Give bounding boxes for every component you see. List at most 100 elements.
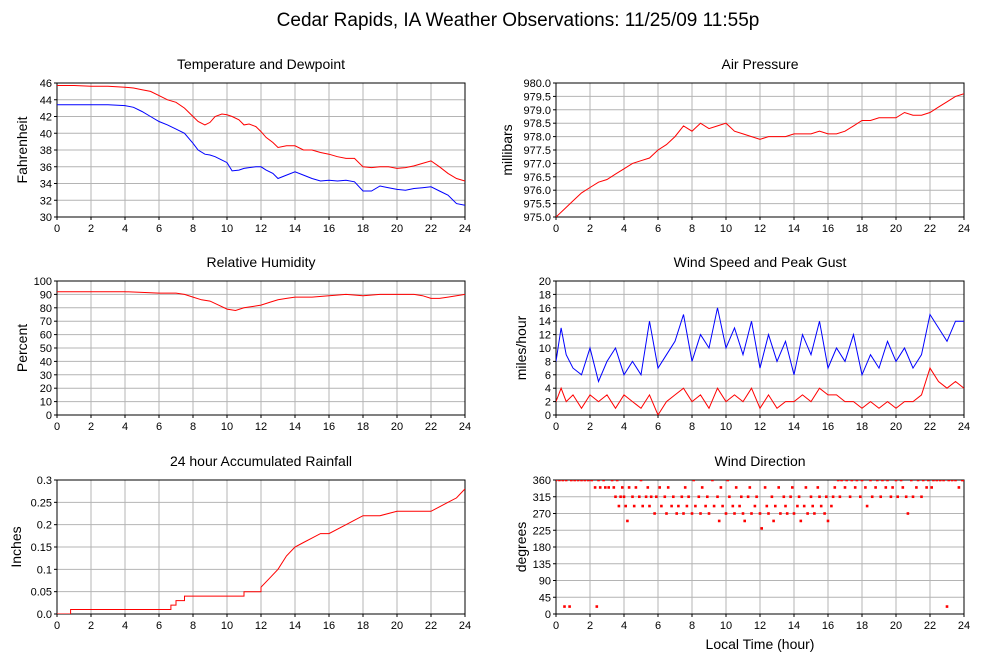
y-axis-label: Inches — [8, 526, 24, 567]
x-tick-label: 10 — [221, 223, 233, 235]
y-tick-label: 18 — [539, 289, 551, 301]
scatter-point — [655, 495, 658, 499]
scatter-point — [719, 486, 723, 489]
scatter-point — [804, 486, 808, 489]
x-tick-label: 2 — [587, 620, 593, 632]
y-tick-label: 978.5 — [523, 118, 551, 130]
shared-x-axis-label: Local Time (hour) — [706, 636, 815, 652]
y-tick-label: 50 — [40, 343, 52, 355]
x-tick-label: 24 — [958, 421, 970, 433]
scatter-point — [799, 519, 803, 523]
series-line-0 — [556, 307, 964, 384]
scatter-point — [809, 495, 813, 499]
scatter-point — [624, 504, 627, 508]
x-tick-label: 24 — [459, 620, 471, 632]
scatter-point — [660, 504, 663, 508]
x-tick-label: 18 — [856, 223, 868, 235]
y-tick-label: 40 — [40, 356, 52, 368]
x-tick-label: 16 — [822, 223, 834, 235]
scatter-point — [563, 605, 566, 608]
scatter-point — [587, 480, 590, 482]
scatter-point — [590, 480, 593, 482]
scatter-point — [784, 504, 787, 508]
scatter-point — [915, 486, 918, 489]
scatter-point — [675, 512, 678, 515]
x-tick-label: 18 — [357, 421, 369, 433]
scatter-point — [772, 519, 775, 523]
y-tick-label: 20 — [539, 276, 551, 288]
scatter-point — [728, 495, 731, 499]
scatter-point — [677, 504, 680, 508]
x-tick-label: 12 — [754, 421, 766, 433]
x-tick-label: 14 — [289, 620, 301, 632]
scatter-point — [770, 495, 774, 499]
scatter-point — [706, 495, 709, 499]
scatter-point — [869, 480, 872, 482]
x-tick-label: 20 — [391, 421, 403, 433]
scatter-point — [750, 512, 753, 515]
x-tick-label: 20 — [391, 223, 403, 235]
y-tick-label: 979.5 — [523, 91, 551, 103]
scatter-point — [665, 512, 668, 515]
scatter-point — [738, 504, 741, 508]
x-tick-label: 24 — [459, 421, 471, 433]
plot-area — [556, 307, 964, 415]
scatter-point — [855, 480, 859, 482]
chart-title: Wind Direction — [714, 453, 805, 469]
scatter-point — [748, 486, 752, 489]
y-tick-label: 975.0 — [523, 212, 551, 224]
y-tick-label: 0.3 — [37, 475, 52, 487]
y-tick-label: 0.0 — [37, 609, 52, 621]
scatter-point — [741, 512, 745, 515]
x-tick-label: 10 — [720, 421, 732, 433]
scatter-point — [593, 486, 597, 489]
scatter-point — [845, 480, 848, 482]
scatter-point — [836, 480, 840, 482]
x-tick-label: 16 — [323, 421, 335, 433]
x-tick-label: 0 — [54, 421, 60, 433]
scatter-point — [632, 504, 636, 508]
scatter-point — [649, 495, 653, 499]
y-tick-label: 42 — [40, 112, 52, 124]
x-tick-label: 18 — [357, 620, 369, 632]
y-tick-label: 30 — [40, 212, 52, 224]
scatter-point — [870, 495, 874, 499]
x-tick-label: 4 — [122, 421, 128, 433]
scatter-point — [860, 480, 864, 482]
x-tick-label: 10 — [720, 620, 732, 632]
x-tick-label: 12 — [754, 620, 766, 632]
y-tick-label: 10 — [539, 343, 551, 355]
x-tick-label: 2 — [587, 421, 593, 433]
scatter-point — [806, 512, 809, 515]
scatter-point — [612, 486, 616, 489]
y-tick-label: 977.0 — [523, 158, 551, 170]
x-tick-label: 18 — [856, 421, 868, 433]
y-axis-label: Percent — [14, 324, 30, 372]
x-tick-label: 20 — [890, 421, 902, 433]
series-line-0 — [556, 93, 964, 217]
scatter-point — [687, 495, 690, 499]
scatter-point — [690, 512, 694, 515]
scatter-point — [556, 480, 558, 482]
plot-area — [556, 480, 964, 608]
y-tick-label: 0.1 — [37, 564, 52, 576]
x-tick-label: 16 — [323, 620, 335, 632]
series-line-0 — [57, 291, 465, 312]
scatter-point — [561, 480, 565, 482]
scatter-point — [697, 495, 701, 499]
x-tick-label: 8 — [190, 223, 196, 235]
scatter-point — [639, 480, 643, 482]
scatter-point — [859, 495, 862, 499]
scatter-point — [621, 486, 624, 489]
y-tick-label: 0 — [46, 410, 52, 422]
scatter-point — [641, 504, 644, 508]
scatter-point — [791, 486, 794, 489]
y-tick-label: 45 — [539, 592, 551, 604]
y-tick-label: 90 — [40, 289, 52, 301]
scatter-point — [663, 495, 667, 499]
x-tick-label: 14 — [289, 421, 301, 433]
x-tick-label: 2 — [88, 421, 94, 433]
